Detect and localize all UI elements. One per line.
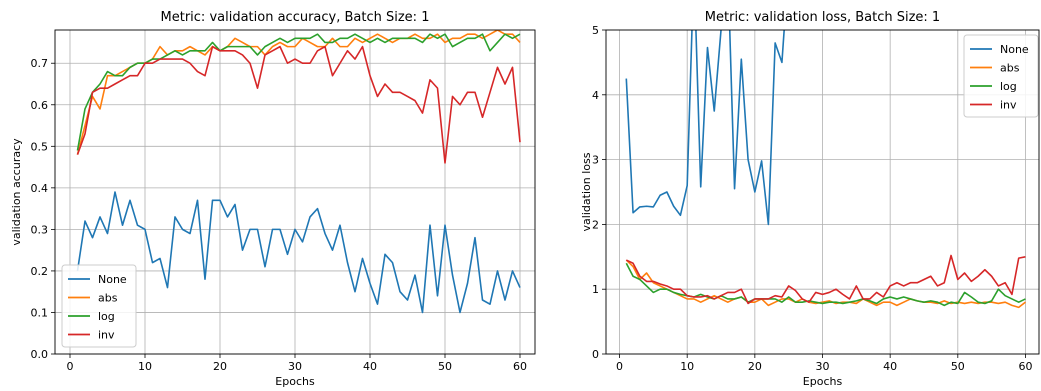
legend-label-none: None — [98, 273, 127, 286]
legend-label-abs: abs — [98, 292, 118, 305]
x-axis-label: Epochs — [275, 375, 315, 388]
series-line-inv — [76, 45, 521, 164]
ticks: 0 10 20 30 40 50 60 0 1 2 3 4 5 — [592, 24, 1032, 373]
y-tick-label: 0.2 — [31, 265, 49, 278]
legend-label-inv: inv — [98, 329, 115, 342]
y-tick-label: 0.5 — [31, 140, 49, 153]
legend-label-log: log — [98, 310, 115, 323]
series-line-abs — [625, 259, 1026, 309]
legend: None abs log inv — [61, 264, 137, 348]
series-lines — [625, 30, 1026, 309]
y-tick-label: 1 — [592, 283, 599, 296]
legend-box — [61, 264, 137, 348]
x-tick-label: 30 — [288, 360, 302, 373]
series-line-log — [76, 33, 521, 151]
series-line-none — [625, 30, 785, 226]
ticks: 0 10 20 30 40 50 60 0.0 0.1 0.2 0.3 0.4 0.5 0.6 0.7 — [31, 57, 528, 373]
y-tick-label: 2 — [592, 218, 599, 231]
legend-label-log: log — [1000, 80, 1017, 93]
y-tick-label: 5 — [592, 24, 599, 37]
y-axis-label: validation loss — [580, 152, 593, 231]
legend: None abs log inv — [963, 34, 1039, 118]
chart-validation-loss: Metric: validation loss, Batch Size: 1 E… — [580, 10, 1040, 388]
legend-label-abs: abs — [1000, 62, 1020, 75]
x-tick-label: 20 — [748, 360, 762, 373]
legend-label-inv: inv — [1000, 99, 1017, 112]
series-line-none — [76, 191, 521, 314]
y-tick-label: 0.6 — [31, 99, 49, 112]
chart-title: Metric: validation loss, Batch Size: 1 — [705, 10, 940, 25]
x-tick-label: 50 — [951, 360, 965, 373]
legend-label-none: None — [1000, 43, 1029, 56]
y-tick-label: 0 — [592, 348, 599, 361]
y-tick-label: 4 — [592, 89, 599, 102]
y-tick-label: 0.3 — [31, 223, 49, 236]
chart-validation-accuracy: Metric: validation accuracy, Batch Size:… — [10, 10, 536, 388]
x-tick-label: 60 — [513, 360, 527, 373]
x-tick-label: 30 — [816, 360, 830, 373]
series-line-inv — [625, 254, 1026, 305]
x-tick-label: 60 — [1018, 360, 1032, 373]
x-tick-label: 10 — [680, 360, 694, 373]
x-tick-label: 0 — [616, 360, 623, 373]
x-tick-label: 50 — [438, 360, 452, 373]
series-line-abs — [76, 30, 521, 155]
x-tick-label: 0 — [67, 360, 74, 373]
legend-box — [963, 34, 1039, 118]
y-tick-label: 0.4 — [31, 182, 49, 195]
grid — [55, 30, 535, 355]
x-axis-label: Epochs — [803, 375, 843, 388]
x-tick-label: 40 — [363, 360, 377, 373]
chart-title: Metric: validation accuracy, Batch Size:… — [161, 10, 430, 25]
x-tick-label: 20 — [213, 360, 227, 373]
y-tick-label: 0.0 — [31, 348, 49, 361]
x-tick-label: 40 — [883, 360, 897, 373]
x-tick-label: 10 — [138, 360, 152, 373]
y-tick-label: 3 — [592, 154, 599, 167]
y-tick-label: 0.1 — [31, 306, 49, 319]
series-lines — [76, 30, 521, 314]
y-axis-label: validation accuracy — [10, 138, 23, 246]
y-tick-label: 0.7 — [31, 57, 49, 70]
